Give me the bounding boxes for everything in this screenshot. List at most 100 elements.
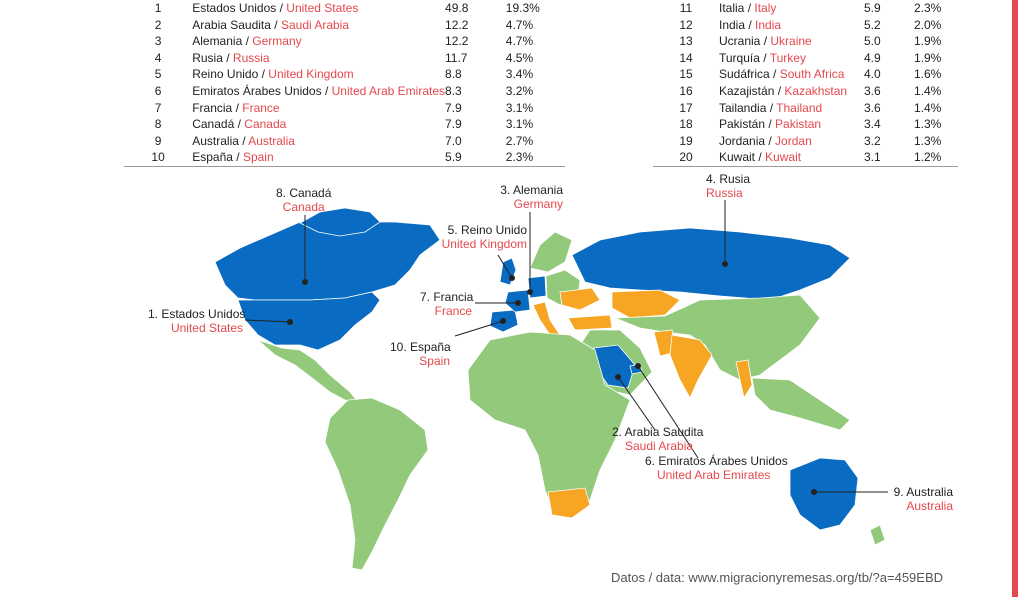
percent-cell: 4.7% (505, 34, 534, 49)
percent-cell: 1.6% (914, 67, 942, 82)
country-name-en: Spain (242, 150, 274, 165)
rank-cell: 6 (154, 83, 162, 98)
percent-cell: 3.1% (505, 117, 534, 132)
value-cell: 12.2 (445, 17, 469, 32)
country-cell: Jordania / Jordan (719, 133, 812, 148)
percent-cell: 1.3% (914, 117, 942, 132)
table-row: 9 Australia / Australia 7.0 2.7% (124, 133, 565, 150)
thailand-shape (735, 359, 753, 400)
percent-cell: 2.0% (914, 17, 942, 32)
map-label-uae: 6. Emiratos Árabes Unidos United Arab Emi… (645, 454, 788, 482)
value-cell: 7.9 (445, 100, 462, 115)
table-row: 8 Canadá / Canada 7.9 3.1% (124, 116, 565, 133)
country-name-es: España (192, 150, 233, 165)
new-zealand-shape (869, 524, 886, 546)
value-cell: 12.2 (445, 34, 469, 49)
country-cell: Kuwait / Kuwait (719, 150, 802, 165)
percent-cell: 3.1% (505, 100, 534, 115)
value-cell: 5.9 (445, 150, 462, 165)
country-cell: Reino Unido / United Kingdom (192, 67, 354, 82)
map-label-germany: 3. Alemania Germany (500, 183, 563, 211)
rank-cell: 20 (679, 150, 693, 165)
country-name-es: Jordania (719, 133, 766, 148)
table-row: 15 Sudáfrica / South Africa 4.0 1.6% (653, 66, 958, 83)
percent-cell: 2.3% (505, 150, 534, 165)
country-cell: Kazajistán / Kazakhstan (719, 83, 848, 98)
country-name-en: Thailand (776, 100, 823, 115)
table-row: 17 Tailandia / Thailand 3.6 1.4% (653, 100, 958, 117)
rank-cell: 2 (154, 17, 162, 32)
country-name-en: Turkey (769, 50, 806, 65)
country-name-es: Arabia Saudita (192, 17, 271, 32)
value-cell: 3.4 (864, 117, 881, 132)
country-name-en: United States (286, 1, 359, 15)
percent-cell: 1.3% (914, 133, 942, 148)
country-name-en: Canada (244, 117, 287, 132)
country-name-es: Kuwait (719, 150, 756, 165)
table-row: 5 Reino Unido / United Kingdom 8.8 3.4% (124, 66, 565, 83)
map-label-spain: 10. España Spain (390, 340, 451, 368)
country-name-es: Pakistán (719, 117, 766, 132)
scandinavia-shape (529, 231, 573, 273)
country-name-es: Canadá (192, 117, 235, 132)
rank-cell: 4 (154, 50, 162, 65)
table-row: 3 Alemania / Germany 12.2 4.7% (124, 33, 565, 50)
greenland-shape (299, 207, 381, 237)
country-cell: Emiratos Árabes Unidos / United Arab Emi… (192, 83, 446, 98)
country-name-en: Pakistan (775, 117, 822, 132)
percent-cell: 1.2% (914, 150, 942, 165)
percent-cell: 3.2% (505, 83, 534, 98)
country-cell: Ucrania / Ukraine (719, 34, 812, 49)
country-name-es: India (719, 17, 746, 32)
rank-cell: 19 (679, 133, 693, 148)
country-cell: Rusia / Russia (192, 50, 270, 65)
map-label-russia: 4. Rusia Russia (706, 172, 751, 200)
country-name-en: France (242, 100, 280, 115)
table-row: 11 Italia / Italy 5.9 2.3% (653, 0, 958, 17)
table-row: 1 Estados Unidos / United States 49.8 19.3% (124, 0, 565, 17)
country-name-es: Emiratos Árabes Unidos (192, 83, 322, 98)
country-name-en: United Arab Emirates (331, 83, 446, 98)
country-name-en: United Kingdom (268, 67, 354, 82)
country-name-en: Saudi Arabia (280, 17, 350, 32)
rank-cell: 3 (154, 34, 162, 49)
source-note: Datos / data: www.migracionyremesas.org/… (611, 570, 944, 585)
rank-cell: 11 (679, 1, 693, 15)
map-label-saudi-arabia: 2. Arabia Saudita Saudi Arabia (612, 425, 704, 453)
country-cell: Turquía / Turkey (719, 50, 806, 65)
value-cell: 8.3 (445, 83, 462, 98)
value-cell: 8.8 (445, 67, 462, 82)
percent-cell: 2.3% (914, 1, 942, 15)
country-name-en: Ukraine (770, 34, 812, 49)
percent-cell: 2.7% (505, 133, 534, 148)
table-row: 20 Kuwait / Kuwait 3.1 1.2% (653, 149, 958, 166)
table-row: 19 Jordania / Jordan 3.2 1.3% (653, 133, 958, 150)
percent-cell: 19.3% (505, 1, 540, 15)
percent-cell: 1.9% (914, 34, 942, 49)
country-name-en: Italy (754, 1, 777, 15)
table-row: 18 Pakistán / Pakistan 3.4 1.3% (653, 116, 958, 133)
rank-cell: 5 (154, 67, 162, 82)
usa-shape (237, 291, 381, 351)
rank-cell: 8 (154, 117, 162, 132)
percent-cell: 1.4% (914, 100, 942, 115)
table-row: 12 India / India 5.2 2.0% (653, 17, 958, 34)
value-cell: 3.2 (864, 133, 881, 148)
value-cell: 4.0 (864, 67, 881, 82)
percent-cell: 4.7% (505, 17, 534, 32)
country-name-en: Kazakhstan (784, 83, 848, 98)
country-cell: Francia / France (192, 100, 280, 115)
value-cell: 49.8 (445, 1, 469, 15)
india-shape (669, 334, 713, 399)
ranking-table-11-20: 11 Italia / Italy 5.9 2.3% 12 India / India 5.… (653, 0, 958, 167)
table-row: 10 España / Spain 5.9 2.3% (124, 149, 565, 166)
rank-cell: 7 (154, 100, 162, 115)
country-cell: Italia / Italy (719, 1, 777, 15)
country-name-es: Kazajistán (719, 83, 775, 98)
country-cell: Canadá / Canada (192, 117, 287, 132)
table-row: 2 Arabia Saudita / Saudi Arabia 12.2 4.7% (124, 17, 565, 34)
country-name-es: Turquía (719, 50, 760, 65)
country-name-en: South Africa (779, 67, 845, 82)
kazakhstan-shape (611, 289, 681, 319)
percent-cell: 1.4% (914, 83, 942, 98)
